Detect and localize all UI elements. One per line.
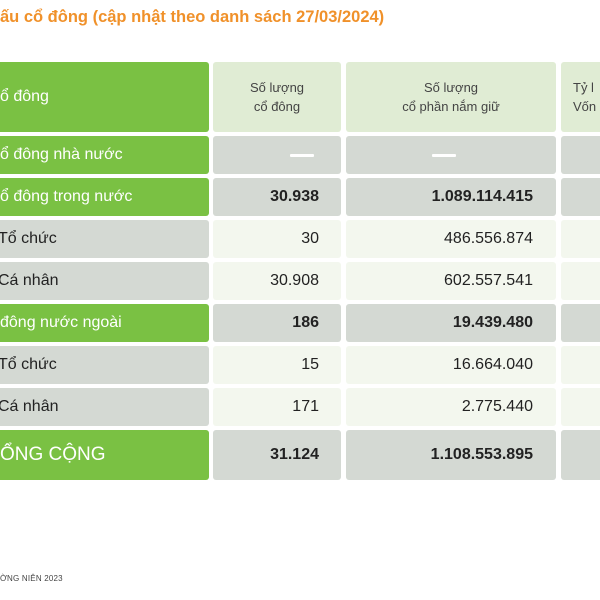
header-shareholder-type: ổ đông xyxy=(0,62,209,132)
dash-mark xyxy=(290,153,314,157)
shareholder-structure-table: ổ đông Số lượng cổ đông Số lượng cổ phần… xyxy=(0,60,600,480)
header-capital-ratio-line2: Vốn xyxy=(573,99,597,114)
row-label-foreign-ind: Cá nhân xyxy=(0,388,209,426)
row-state-ratio xyxy=(561,136,600,174)
row-label-total: ỔNG CỘNG xyxy=(0,430,209,480)
row-state-shares xyxy=(346,136,556,174)
row-label-state: ổ đông nhà nước xyxy=(0,136,209,174)
row-foreign-ind-shares: 2.775.440 xyxy=(346,388,556,426)
row-domestic-org-count: 30 xyxy=(213,220,341,258)
row-domestic-ind-shares: 602.557.541 xyxy=(346,262,556,300)
row-total-ratio xyxy=(561,430,600,480)
row-domestic-count: 30.938 xyxy=(213,178,341,216)
row-foreign-count: 186 xyxy=(213,304,341,342)
header-shares-held-line1: Số lượng xyxy=(423,80,479,95)
header-shareholder-count-line1: Số lượng xyxy=(249,80,305,95)
page-title: ấu cổ đông (cập nhật theo danh sách 27/0… xyxy=(0,8,385,26)
dash-mark xyxy=(432,153,456,157)
row-label-foreign: đông nước ngoài xyxy=(0,304,209,342)
row-domestic-ratio xyxy=(561,178,600,216)
row-state-count xyxy=(213,136,341,174)
row-foreign-ind-ratio xyxy=(561,388,600,426)
row-foreign-org-count: 15 xyxy=(213,346,341,384)
row-label-domestic-ind: Cá nhân xyxy=(0,262,209,300)
header-shares-held-line2: cổ phần nắm giữ xyxy=(402,99,500,114)
row-domestic-ind-ratio xyxy=(561,262,600,300)
row-label-foreign-org: Tổ chức xyxy=(0,346,209,384)
header-shareholder-count-line2: cổ đông xyxy=(253,99,301,114)
header-capital-ratio-line1: Tỷ l xyxy=(573,80,594,95)
header-capital-ratio: Tỷ l Vốn xyxy=(561,62,600,132)
row-total-count: 31.124 xyxy=(213,430,341,480)
row-label-domestic: ổ đông trong nước xyxy=(0,178,209,216)
row-total-shares: 1.108.553.895 xyxy=(346,430,556,480)
row-domestic-shares: 1.089.114.415 xyxy=(346,178,556,216)
page-footer: ỜNG NIÊN 2023 xyxy=(0,574,63,583)
row-foreign-ind-count: 171 xyxy=(213,388,341,426)
row-domestic-org-shares: 486.556.874 xyxy=(346,220,556,258)
row-foreign-shares: 19.439.480 xyxy=(346,304,556,342)
row-domestic-ind-count: 30.908 xyxy=(213,262,341,300)
row-foreign-ratio xyxy=(561,304,600,342)
header-shareholder-count: Số lượng cổ đông xyxy=(213,62,341,132)
row-label-domestic-org: Tổ chức xyxy=(0,220,209,258)
header-shares-held: Số lượng cổ phần nắm giữ xyxy=(346,62,556,132)
row-foreign-org-ratio xyxy=(561,346,600,384)
row-foreign-org-shares: 16.664.040 xyxy=(346,346,556,384)
row-domestic-org-ratio xyxy=(561,220,600,258)
